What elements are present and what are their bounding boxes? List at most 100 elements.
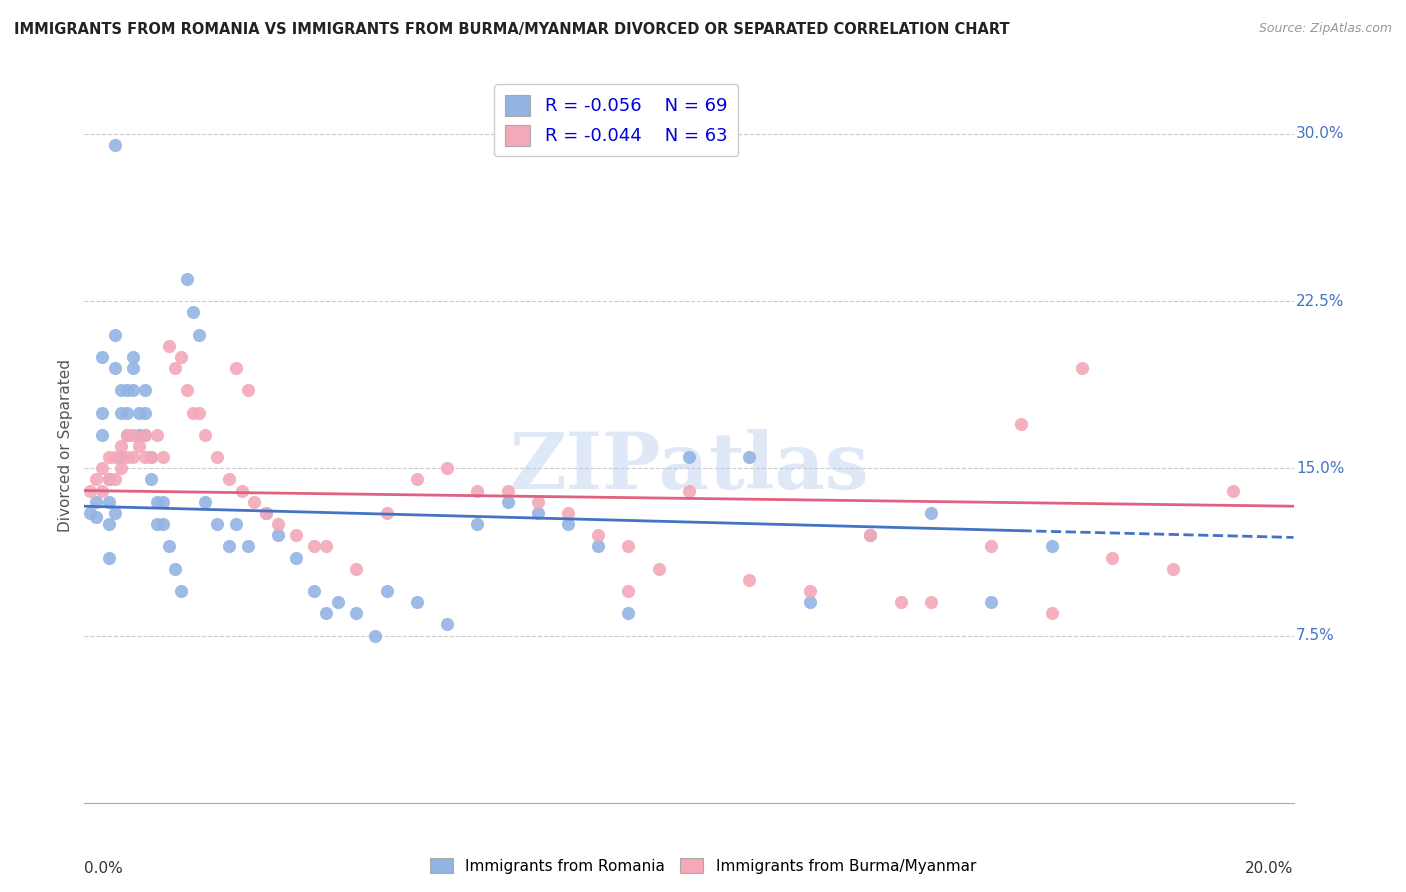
Point [231,483,253,498]
Point [1101,550,1123,565]
Point [225,360,247,375]
Point [1040,539,1063,553]
Point [799,595,821,609]
Point [79,506,101,520]
Point [980,539,1002,553]
Point [176,271,198,285]
Point [920,595,942,609]
Point [254,506,277,520]
Point [526,494,548,508]
Point [436,461,458,475]
Point [267,528,290,542]
Point [315,539,337,553]
Point [188,327,211,342]
Point [139,473,162,487]
Point [97,494,120,508]
Point [1071,360,1094,375]
Point [980,595,1002,609]
Point [170,583,193,598]
Point [194,427,217,442]
Point [176,384,198,398]
Point [134,427,156,442]
Point [104,138,127,153]
Point [110,439,132,453]
Point [302,539,325,553]
Point [328,595,350,609]
Point [254,506,277,520]
Point [79,483,101,498]
Point [617,583,640,598]
Text: 22.5%: 22.5% [1296,293,1344,309]
Point [1010,417,1032,431]
Point [152,494,174,508]
Point [121,350,143,364]
Point [799,583,821,598]
Text: 20.0%: 20.0% [1246,861,1294,876]
Point [91,350,114,364]
Point [890,595,912,609]
Text: IMMIGRANTS FROM ROMANIA VS IMMIGRANTS FROM BURMA/MYANMAR DIVORCED OR SEPARATED C: IMMIGRANTS FROM ROMANIA VS IMMIGRANTS FR… [14,22,1010,37]
Point [104,450,127,465]
Point [157,338,180,352]
Point [406,473,429,487]
Point [91,461,114,475]
Point [738,450,761,465]
Point [115,405,138,420]
Point [207,517,229,532]
Point [134,384,156,398]
Point [526,506,548,520]
Text: 7.5%: 7.5% [1296,628,1334,643]
Point [363,628,385,642]
Point [91,405,114,420]
Legend: R = -0.056    N = 69, R = -0.044    N = 63: R = -0.056 N = 69, R = -0.044 N = 63 [495,84,738,156]
Point [146,494,169,508]
Point [207,450,229,465]
Point [110,405,132,420]
Point [467,517,489,532]
Point [86,510,108,524]
Point [152,450,174,465]
Point [181,405,204,420]
Point [121,450,143,465]
Point [110,461,132,475]
Point [104,360,127,375]
Point [588,528,610,542]
Point [86,494,108,508]
Legend: Immigrants from Romania, Immigrants from Burma/Myanmar: Immigrants from Romania, Immigrants from… [425,852,981,880]
Point [1161,562,1184,576]
Point [146,517,169,532]
Point [115,450,138,465]
Point [218,539,240,553]
Point [859,528,882,542]
Point [128,405,150,420]
Point [236,384,259,398]
Text: 15.0%: 15.0% [1296,461,1344,475]
Point [97,473,120,487]
Text: ZIPatlas: ZIPatlas [509,429,869,506]
Point [302,583,325,598]
Point [617,607,640,621]
Point [678,483,700,498]
Point [121,427,143,442]
Point [346,607,368,621]
Point [157,539,180,553]
Point [346,562,368,576]
Point [315,607,337,621]
Point [128,439,150,453]
Y-axis label: Divorced or Separated: Divorced or Separated [58,359,73,533]
Point [1222,483,1244,498]
Point [375,583,398,598]
Point [104,473,127,487]
Point [467,483,489,498]
Point [267,517,290,532]
Text: 0.0%: 0.0% [84,861,124,876]
Point [91,483,114,498]
Point [97,450,120,465]
Point [284,550,308,565]
Point [134,450,156,465]
Text: Source: ZipAtlas.com: Source: ZipAtlas.com [1258,22,1392,36]
Point [97,550,120,565]
Point [617,539,640,553]
Point [920,506,942,520]
Point [110,450,132,465]
